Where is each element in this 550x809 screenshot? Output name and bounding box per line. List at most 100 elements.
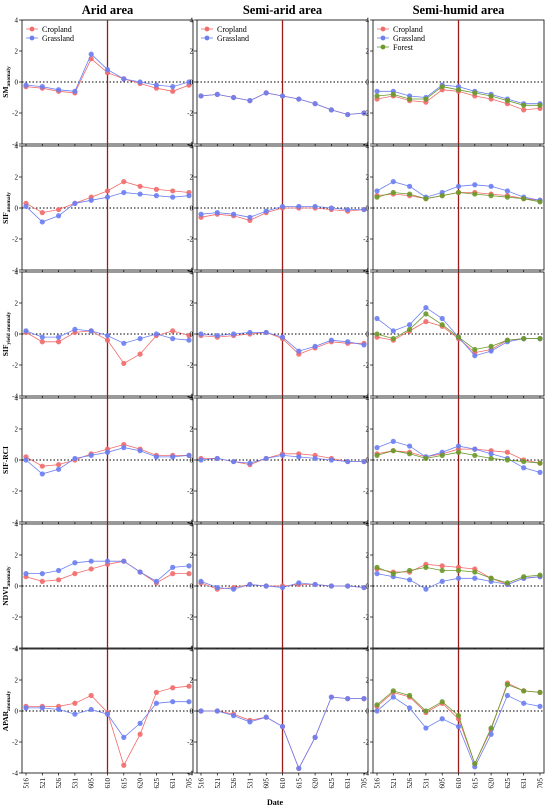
row-label: NDVIanomaly bbox=[1, 566, 12, 606]
legend-marker bbox=[380, 35, 386, 41]
y-tick-label: 0 bbox=[190, 78, 194, 86]
y-tick-label: 4 bbox=[366, 394, 370, 402]
data-point-grassland bbox=[186, 193, 192, 199]
data-point-forest bbox=[423, 708, 429, 714]
y-tick-label: 2 bbox=[15, 299, 19, 307]
data-point-grassland bbox=[345, 206, 351, 213]
row-label: SIF-RCI bbox=[1, 446, 10, 474]
x-tick-label: 705 bbox=[361, 778, 369, 789]
data-point-forest bbox=[374, 452, 380, 458]
data-point-grassland bbox=[170, 454, 176, 460]
data-point-grassland bbox=[472, 353, 478, 359]
data-point-grassland bbox=[39, 219, 45, 225]
data-point-grassland bbox=[312, 734, 318, 740]
x-tick-label: 531 bbox=[71, 778, 79, 789]
legend-marker bbox=[380, 44, 386, 50]
x-tick-label: 516 bbox=[23, 778, 31, 789]
data-point-cropland bbox=[170, 571, 176, 577]
data-point-grassland bbox=[374, 571, 380, 577]
data-point-forest bbox=[374, 93, 380, 99]
x-tick-label: 631 bbox=[169, 778, 177, 789]
data-point-grassland bbox=[263, 208, 269, 214]
data-point-grassland bbox=[263, 455, 269, 462]
y-tick-label: 0 bbox=[366, 204, 370, 212]
data-point-grassland bbox=[23, 203, 29, 210]
data-point-forest bbox=[423, 564, 429, 571]
data-point-cropland bbox=[170, 88, 176, 94]
legend-marker bbox=[204, 26, 210, 32]
y-tick-label: 4 bbox=[15, 520, 19, 528]
data-point-grassland bbox=[23, 705, 29, 711]
data-point-cropland bbox=[186, 571, 192, 577]
y-tick-label: 2 bbox=[190, 551, 194, 559]
data-point-grassland bbox=[504, 692, 510, 699]
x-tick-label: 521 bbox=[214, 778, 222, 789]
y-tick-label: 4 bbox=[15, 268, 19, 276]
data-point-grassland bbox=[121, 734, 127, 740]
panel: -4 -2 0 2 4 bbox=[363, 645, 545, 777]
data-point-grassland bbox=[121, 340, 127, 346]
panel: -4 -2 0 2 4 bbox=[363, 520, 545, 652]
data-point-grassland bbox=[72, 711, 78, 717]
y-tick-label: 4 bbox=[190, 645, 194, 653]
data-point-grassland bbox=[88, 197, 94, 203]
row-label-main: SIF bbox=[1, 344, 10, 356]
x-tick-label: 605 bbox=[439, 778, 447, 789]
data-point-cropland bbox=[137, 183, 143, 189]
row-label-sub: anomaly bbox=[6, 66, 12, 86]
y-tick-label: 0 bbox=[366, 456, 370, 464]
y-tick-label: 2 bbox=[366, 47, 370, 55]
y-tick-label: 4 bbox=[15, 645, 19, 653]
data-point-grassland bbox=[104, 67, 111, 73]
data-point-cropland bbox=[39, 578, 45, 584]
data-point-cropland bbox=[423, 319, 429, 325]
data-point-grassland bbox=[153, 700, 159, 706]
data-point-grassland bbox=[39, 334, 45, 340]
row-label-main: SIF-RCI bbox=[1, 446, 10, 474]
data-point-cropland bbox=[39, 210, 45, 216]
y-tick-label: -4 bbox=[187, 140, 193, 148]
panel: -4 -2 0 2 4 bbox=[12, 142, 194, 274]
data-point-grassland bbox=[296, 454, 302, 460]
data-point-grassland bbox=[72, 88, 78, 94]
y-tick-label: -4 bbox=[363, 266, 369, 274]
data-point-grassland bbox=[312, 455, 318, 462]
y-tick-label: 2 bbox=[366, 551, 370, 559]
data-point-grassland bbox=[104, 449, 111, 455]
data-point-forest bbox=[407, 567, 413, 574]
x-tick-label: 526 bbox=[55, 778, 63, 789]
data-point-grassland bbox=[231, 94, 237, 101]
data-point-grassland bbox=[56, 87, 62, 93]
panel: -4 -2 0 2 4 bbox=[12, 645, 194, 777]
data-point-grassland bbox=[104, 711, 111, 717]
data-point-grassland bbox=[312, 343, 318, 349]
panel: -4 -2 0 2 4 bbox=[187, 394, 369, 526]
data-point-forest bbox=[407, 96, 413, 102]
legend-marker bbox=[204, 35, 210, 41]
data-point-forest bbox=[374, 564, 380, 571]
y-tick-label: -2 bbox=[187, 235, 193, 243]
y-tick-label: 4 bbox=[366, 142, 370, 150]
data-point-forest bbox=[407, 326, 413, 332]
data-point-grassland bbox=[88, 452, 94, 458]
y-tick-label: 2 bbox=[190, 47, 194, 55]
data-point-cropland bbox=[153, 689, 159, 696]
y-tick-label: 2 bbox=[190, 425, 194, 433]
data-point-grassland bbox=[439, 315, 445, 322]
x-tick-label: 625 bbox=[153, 778, 161, 789]
row-label-sub: anomaly bbox=[6, 192, 12, 212]
data-point-grassland bbox=[214, 332, 220, 339]
y-tick-label: 2 bbox=[366, 299, 370, 307]
data-point-forest bbox=[521, 688, 527, 694]
y-tick-label: -2 bbox=[12, 235, 18, 243]
data-point-grassland bbox=[374, 88, 380, 94]
data-point-forest bbox=[439, 322, 445, 328]
data-point-forest bbox=[521, 196, 527, 202]
legend-label: Cropland bbox=[393, 25, 423, 34]
data-point-grassland bbox=[361, 458, 367, 465]
data-point-grassland bbox=[23, 457, 29, 463]
x-tick-label: 705 bbox=[186, 778, 194, 789]
data-point-forest bbox=[423, 196, 429, 202]
data-point-forest bbox=[374, 702, 380, 708]
